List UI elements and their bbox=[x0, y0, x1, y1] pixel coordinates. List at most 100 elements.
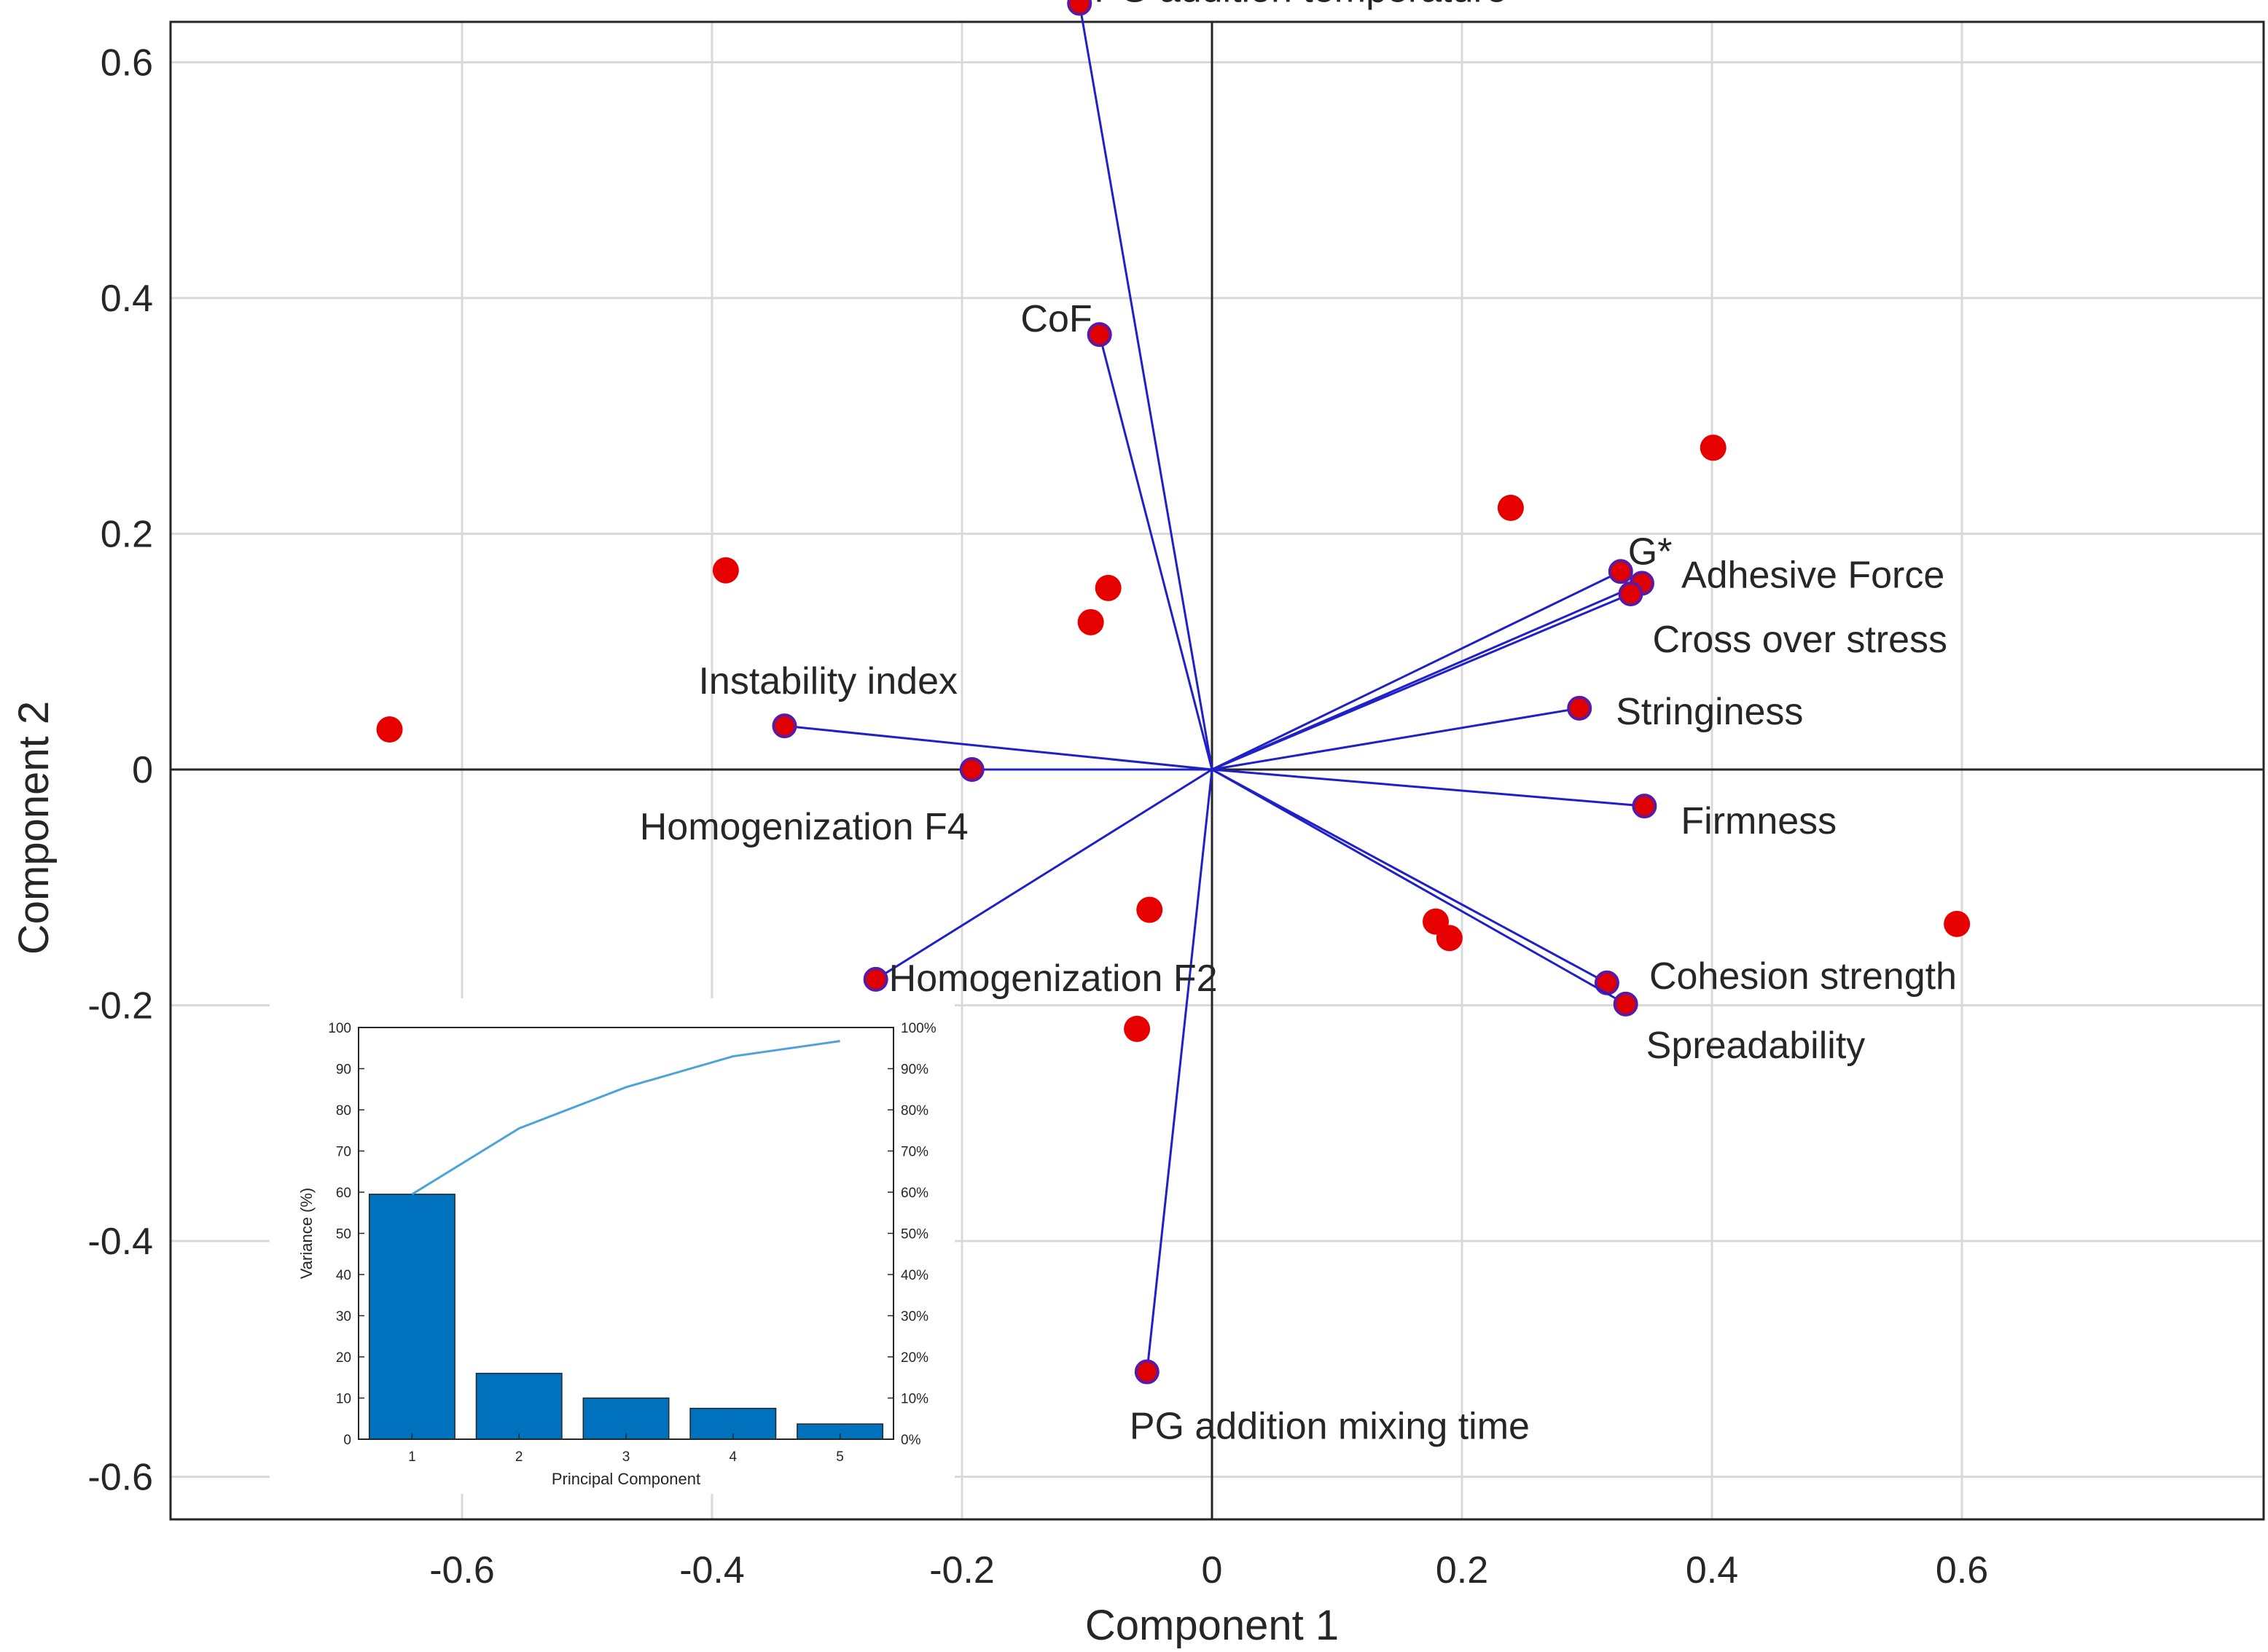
variance-bar bbox=[582, 1397, 670, 1440]
x-tick-label: -0.2 bbox=[929, 1549, 995, 1592]
score-point bbox=[712, 557, 739, 584]
loading-label: Cohesion strength bbox=[1649, 955, 1957, 998]
cumulative-variance-line bbox=[411, 1040, 840, 1196]
loading-point bbox=[1067, 0, 1092, 16]
loading-vector bbox=[1211, 707, 1580, 771]
loading-point bbox=[1594, 970, 1619, 995]
inset-right-tick-label: 100% bbox=[901, 1021, 936, 1036]
score-points bbox=[376, 434, 1971, 1042]
inset-left-tick-label: 40 bbox=[336, 1268, 351, 1283]
score-point bbox=[1436, 925, 1463, 952]
y-tick-label: 0.6 bbox=[101, 42, 153, 85]
inset-x-axis-label: Principal Component bbox=[552, 1470, 700, 1488]
loading-vector bbox=[875, 768, 1213, 981]
inset-x-tick-label: 2 bbox=[515, 1449, 523, 1465]
loading-label: CoF bbox=[1020, 298, 1092, 340]
loading-vector bbox=[784, 724, 1213, 771]
loading-point bbox=[1632, 794, 1657, 819]
inset-left-tick-label: 20 bbox=[336, 1350, 351, 1366]
inset-left-tick-label: 50 bbox=[336, 1227, 351, 1242]
loading-label: PG addition mixing time bbox=[1130, 1406, 1530, 1448]
y-tick-label: 0.2 bbox=[101, 514, 153, 556]
inset-left-ticks: 0 10 20 30 40 50 60 70 80 90 100 bbox=[328, 1021, 364, 1448]
variance-bars bbox=[368, 1194, 884, 1440]
inset-right-tick-label: 20% bbox=[901, 1350, 928, 1366]
loading-point bbox=[863, 966, 888, 992]
x-tick-label: 0.2 bbox=[1436, 1549, 1488, 1592]
loading-point bbox=[1613, 991, 1638, 1017]
loading-label: Adhesive Force bbox=[1681, 554, 1944, 596]
loading-point bbox=[772, 713, 797, 739]
y-tick-label: 0 bbox=[132, 749, 153, 791]
x-axis-label: Component 1 bbox=[1085, 1602, 1339, 1649]
y-axis-label: Component 2 bbox=[10, 701, 58, 955]
inset-left-tick-label: 10 bbox=[336, 1392, 351, 1407]
score-point bbox=[1077, 608, 1104, 635]
loading-vector bbox=[1078, 3, 1213, 770]
inset-right-tick-label: 80% bbox=[901, 1103, 928, 1119]
score-point bbox=[1095, 574, 1122, 601]
loading-vector bbox=[1211, 570, 1622, 771]
x-tick-label: -0.6 bbox=[429, 1549, 495, 1592]
loading-vector bbox=[1211, 768, 1608, 984]
inset-left-tick-label: 60 bbox=[336, 1186, 351, 1201]
inset-right-tick-label: 10% bbox=[901, 1392, 928, 1407]
inset-x-tick-label: 1 bbox=[408, 1449, 416, 1465]
inset-right-tick-label: 70% bbox=[901, 1145, 928, 1160]
x-tick-labels: -0.6 -0.4 -0.2 0 0.2 0.4 0.6 bbox=[429, 1549, 1988, 1592]
variance-bar bbox=[368, 1194, 455, 1440]
inset-right-ticks: 0% 10% 20% 30% 40% 50% 60% 70% 80% 90% 100% bbox=[888, 1021, 936, 1448]
loading-label: Firmness bbox=[1681, 800, 1837, 842]
loading-label: Homogenization F2 bbox=[889, 958, 1218, 1000]
loading-vector bbox=[1098, 334, 1213, 770]
score-point bbox=[1700, 434, 1727, 461]
inset-right-tick-label: 0% bbox=[901, 1433, 921, 1448]
inset-right-tick-label: 40% bbox=[901, 1268, 928, 1283]
loading-point bbox=[1567, 695, 1592, 721]
inset-x-tick-label: 3 bbox=[622, 1449, 630, 1465]
score-point bbox=[1124, 1015, 1151, 1042]
x-tick-label: 0 bbox=[1202, 1549, 1223, 1592]
inset-left-tick-label: 70 bbox=[336, 1145, 351, 1160]
inset-x-tick-label: 5 bbox=[836, 1449, 844, 1465]
inset-y-axis-label: Variance (%) bbox=[297, 1188, 316, 1280]
loading-point bbox=[1608, 559, 1633, 584]
inset-left-tick-label: 90 bbox=[336, 1062, 351, 1078]
inset-x-tick-label: 4 bbox=[730, 1449, 738, 1465]
loading-vector bbox=[1146, 769, 1213, 1372]
inset-right-tick-label: 30% bbox=[901, 1310, 928, 1325]
x-tick-label: -0.4 bbox=[679, 1549, 745, 1592]
x-tick-label: 0.4 bbox=[1686, 1549, 1738, 1592]
inset-right-tick-label: 50% bbox=[901, 1227, 928, 1242]
loading-vectors bbox=[772, 0, 1657, 1385]
inset-left-tick-label: 80 bbox=[336, 1103, 351, 1119]
y-tick-label: -0.6 bbox=[87, 1457, 153, 1499]
loading-vector bbox=[1211, 592, 1632, 771]
biplot: -0.6 -0.4 -0.2 0 0.2 0.4 0.6 0.6 0.4 0.2 0 -0.2 -0.… bbox=[10, 0, 2265, 1649]
y-tick-label: -0.2 bbox=[87, 985, 153, 1027]
loading-label: Cross over stress bbox=[1653, 619, 1948, 661]
loading-point bbox=[1618, 581, 1643, 606]
loading-vector bbox=[1211, 768, 1627, 1006]
loading-label: Instability index bbox=[698, 660, 958, 702]
loading-vector bbox=[1211, 768, 1645, 807]
y-tick-label: -0.4 bbox=[87, 1221, 153, 1263]
inset-right-tick-label: 90% bbox=[901, 1062, 928, 1078]
variance-bar bbox=[475, 1372, 563, 1440]
loading-label: PG addition temperature bbox=[1094, 0, 1507, 11]
loading-label: Homogenization F4 bbox=[640, 806, 969, 848]
inset-left-tick-label: 30 bbox=[336, 1310, 351, 1325]
loading-label: Stringiness bbox=[1616, 691, 1803, 733]
y-tick-labels: 0.6 0.4 0.2 0 -0.2 -0.4 -0.6 bbox=[87, 42, 153, 1499]
loading-point bbox=[959, 757, 985, 782]
loading-label: Spreadability bbox=[1646, 1025, 1866, 1067]
loading-label: G* bbox=[1628, 531, 1673, 573]
loading-point bbox=[1087, 322, 1112, 348]
inset-x-ticks: 1 2 3 4 5 bbox=[408, 1433, 844, 1465]
loading-point bbox=[1134, 1359, 1160, 1385]
y-tick-label: 0.4 bbox=[101, 278, 153, 320]
score-point bbox=[1136, 896, 1163, 923]
score-point bbox=[1944, 910, 1971, 937]
